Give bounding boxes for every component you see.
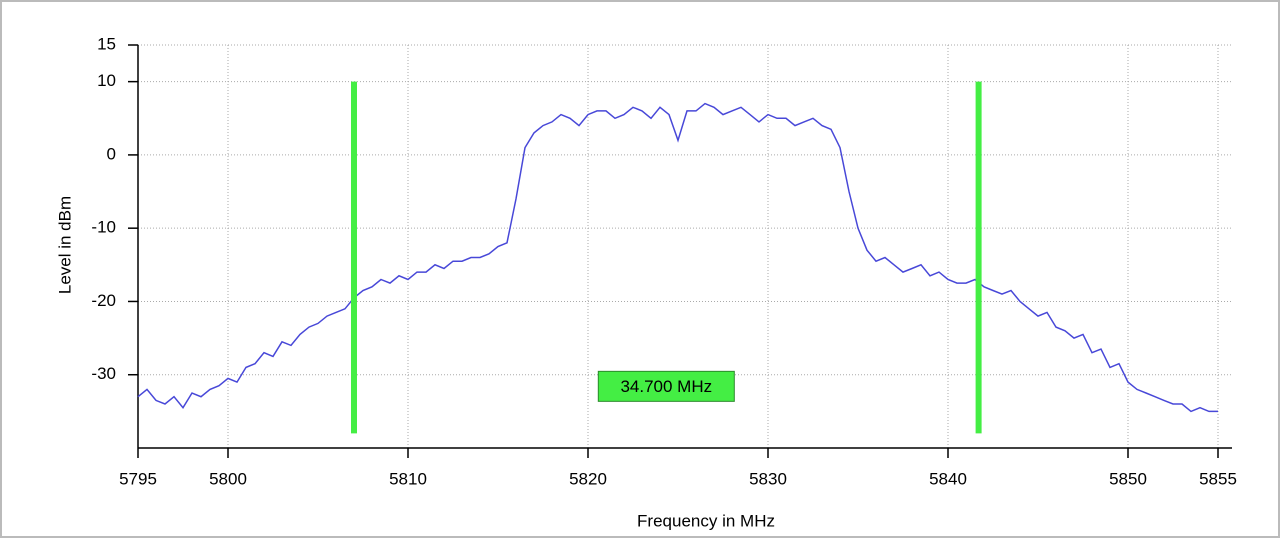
x-tick-label: 5840 <box>929 469 967 488</box>
x-tick-label: 5820 <box>569 469 607 488</box>
y-tick-label: -30 <box>91 364 116 383</box>
y-tick-label: 10 <box>97 71 116 90</box>
marker-label-box <box>597 370 735 402</box>
y-tick-label: 0 <box>107 144 116 163</box>
x-tick-label: 5850 <box>1109 469 1147 488</box>
x-tick-label: 5800 <box>209 469 247 488</box>
y-tick-label: -20 <box>91 291 116 310</box>
y-tick-label: 15 <box>97 34 116 53</box>
x-tick-label: 5830 <box>749 469 787 488</box>
x-axis-label: Frequency in MHz <box>637 511 775 530</box>
x-tick-label: 5810 <box>389 469 427 488</box>
x-tick-label: 5795 <box>119 469 157 488</box>
series-line <box>137 102 1218 413</box>
y-axis-label: Level in dBm <box>55 196 74 294</box>
x-tick-label: 5855 <box>1199 469 1237 488</box>
marker-label: 34.700 MHz <box>620 377 712 396</box>
y-tick-label: -10 <box>91 218 116 237</box>
